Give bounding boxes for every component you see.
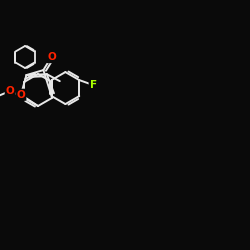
Text: F: F bbox=[90, 80, 97, 90]
Text: O: O bbox=[16, 90, 25, 100]
Text: O: O bbox=[47, 52, 56, 62]
Text: O: O bbox=[6, 86, 14, 96]
